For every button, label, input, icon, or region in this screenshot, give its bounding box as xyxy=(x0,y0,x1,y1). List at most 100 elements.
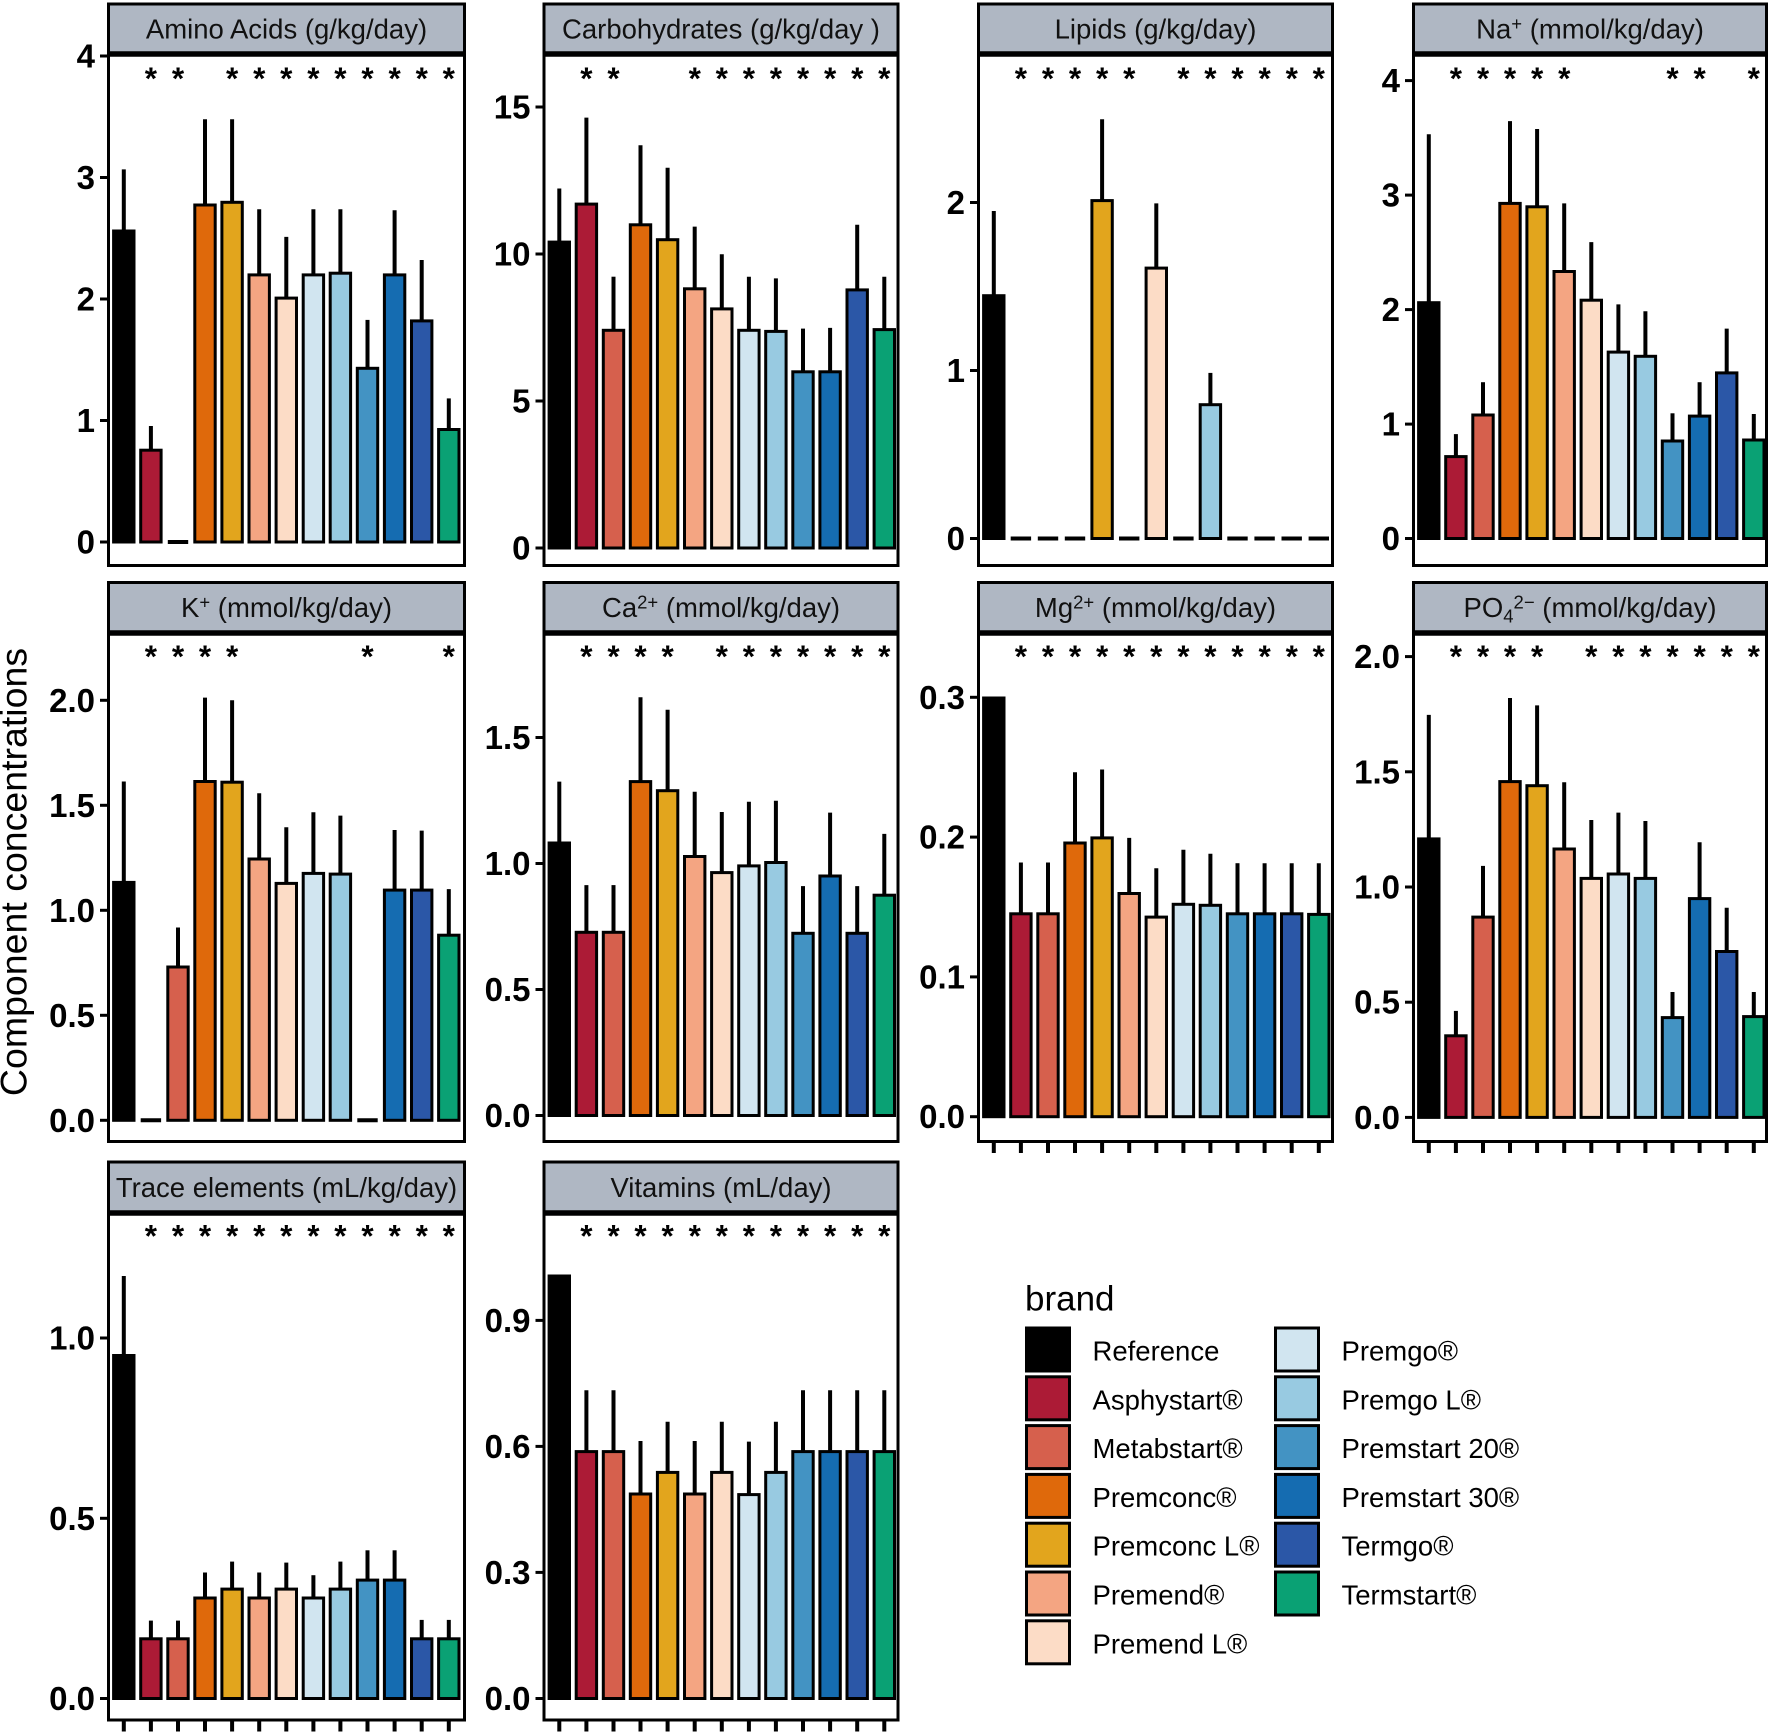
svg-text:*: * xyxy=(145,60,158,96)
svg-text:*: * xyxy=(824,638,837,674)
svg-text:*: * xyxy=(1015,638,1028,674)
svg-text:*: * xyxy=(1693,638,1706,674)
svg-text:0.6: 0.6 xyxy=(485,1428,531,1465)
svg-text:*: * xyxy=(661,638,674,674)
svg-text:*: * xyxy=(443,1218,456,1254)
svg-text:*: * xyxy=(172,60,185,96)
svg-text:*: * xyxy=(361,638,374,674)
svg-text:Premgo L®: Premgo L® xyxy=(1342,1384,1482,1415)
svg-text:*: * xyxy=(334,1218,347,1254)
svg-text:*: * xyxy=(1639,638,1652,674)
svg-text:*: * xyxy=(1450,638,1463,674)
svg-text:2.0: 2.0 xyxy=(49,682,95,719)
svg-text:*: * xyxy=(1450,60,1463,96)
svg-text:Na+ (mmol/kg/day): Na+ (mmol/kg/day) xyxy=(1476,13,1704,45)
svg-text:*: * xyxy=(1721,638,1734,674)
svg-text:*: * xyxy=(851,60,864,96)
svg-text:Metabstart®: Metabstart® xyxy=(1093,1433,1243,1464)
svg-text:*: * xyxy=(1504,60,1517,96)
svg-text:*: * xyxy=(1042,638,1055,674)
svg-text:1.0: 1.0 xyxy=(49,892,95,929)
svg-text:*: * xyxy=(1069,60,1082,96)
svg-text:0.3: 0.3 xyxy=(485,1554,531,1591)
svg-text:Carbohydrates (g/kg/day ): Carbohydrates (g/kg/day ) xyxy=(562,14,880,45)
svg-text:*: * xyxy=(1531,60,1544,96)
svg-text:brand: brand xyxy=(1025,1280,1115,1319)
svg-text:*: * xyxy=(1069,638,1082,674)
svg-text:0.1: 0.1 xyxy=(919,958,965,995)
svg-text:1.0: 1.0 xyxy=(49,1320,95,1357)
svg-text:0.5: 0.5 xyxy=(49,1500,95,1537)
svg-text:*: * xyxy=(743,1218,756,1254)
svg-text:*: * xyxy=(1477,60,1490,96)
svg-text:*: * xyxy=(1204,638,1217,674)
svg-text:Asphystart®: Asphystart® xyxy=(1093,1384,1243,1415)
svg-text:0.0: 0.0 xyxy=(485,1680,531,1717)
svg-text:*: * xyxy=(689,1218,702,1254)
svg-text:0: 0 xyxy=(77,524,95,561)
svg-text:*: * xyxy=(689,60,702,96)
svg-text:*: * xyxy=(1286,60,1299,96)
svg-text:*: * xyxy=(661,1218,674,1254)
svg-text:*: * xyxy=(1042,60,1055,96)
svg-text:*: * xyxy=(253,60,266,96)
svg-text:5: 5 xyxy=(512,383,530,420)
svg-text:*: * xyxy=(716,638,729,674)
svg-text:*: * xyxy=(824,1218,837,1254)
svg-text:*: * xyxy=(307,60,320,96)
svg-text:*: * xyxy=(1313,60,1326,96)
svg-text:0.2: 0.2 xyxy=(919,819,965,856)
svg-text:*: * xyxy=(1123,638,1136,674)
svg-text:*: * xyxy=(1177,638,1190,674)
svg-text:*: * xyxy=(280,60,293,96)
svg-text:*: * xyxy=(443,638,456,674)
svg-text:*: * xyxy=(1150,638,1163,674)
svg-text:*: * xyxy=(172,1218,185,1254)
svg-text:*: * xyxy=(607,1218,620,1254)
svg-text:*: * xyxy=(878,60,891,96)
svg-text:Amino Acids (g/kg/day): Amino Acids (g/kg/day) xyxy=(146,14,427,45)
svg-text:K+ (mmol/kg/day): K+ (mmol/kg/day) xyxy=(181,592,392,624)
svg-text:Ca2+ (mmol/kg/day): Ca2+ (mmol/kg/day) xyxy=(602,592,840,624)
svg-text:1: 1 xyxy=(947,352,965,389)
svg-text:*: * xyxy=(1504,638,1517,674)
svg-text:*: * xyxy=(824,60,837,96)
svg-text:0.0: 0.0 xyxy=(1354,1099,1400,1136)
svg-text:0: 0 xyxy=(512,530,530,567)
svg-text:*: * xyxy=(878,1218,891,1254)
svg-text:*: * xyxy=(226,60,239,96)
svg-text:*: * xyxy=(770,60,783,96)
svg-text:*: * xyxy=(1231,60,1244,96)
svg-text:*: * xyxy=(1531,638,1544,674)
svg-text:*: * xyxy=(607,638,620,674)
svg-text:1: 1 xyxy=(77,402,95,439)
svg-text:*: * xyxy=(416,60,429,96)
svg-text:*: * xyxy=(388,60,401,96)
svg-text:*: * xyxy=(607,60,620,96)
svg-text:10: 10 xyxy=(494,236,531,273)
svg-text:*: * xyxy=(1585,638,1598,674)
svg-text:*: * xyxy=(1231,638,1244,674)
svg-text:0.5: 0.5 xyxy=(485,971,531,1008)
svg-text:*: * xyxy=(253,1218,266,1254)
svg-text:Premend L®: Premend L® xyxy=(1093,1628,1248,1659)
svg-text:*: * xyxy=(634,638,647,674)
svg-text:PO42− (mmol/kg/day): PO42− (mmol/kg/day) xyxy=(1464,592,1717,627)
svg-text:*: * xyxy=(716,60,729,96)
svg-text:3: 3 xyxy=(77,159,95,196)
svg-text:3: 3 xyxy=(1382,177,1400,214)
svg-text:*: * xyxy=(226,638,239,674)
svg-text:Lipids (g/kg/day): Lipids (g/kg/day) xyxy=(1055,14,1257,45)
svg-text:Premconc L®: Premconc L® xyxy=(1093,1531,1260,1562)
svg-text:*: * xyxy=(580,60,593,96)
svg-text:*: * xyxy=(361,1218,374,1254)
svg-text:*: * xyxy=(580,638,593,674)
svg-text:*: * xyxy=(226,1218,239,1254)
svg-text:*: * xyxy=(1015,60,1028,96)
svg-text:Mg2+ (mmol/kg/day): Mg2+ (mmol/kg/day) xyxy=(1035,592,1276,624)
svg-text:15: 15 xyxy=(494,89,531,126)
svg-text:*: * xyxy=(280,1218,293,1254)
svg-text:0: 0 xyxy=(947,520,965,557)
svg-text:*: * xyxy=(1123,60,1136,96)
svg-text:*: * xyxy=(361,60,374,96)
